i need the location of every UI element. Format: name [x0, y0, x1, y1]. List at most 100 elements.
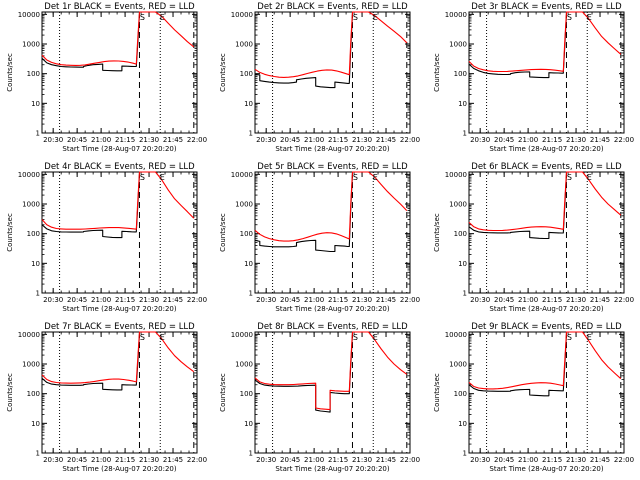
y-tick-label: 1 [36, 290, 40, 298]
x-tick-label: 22:00 [400, 296, 420, 304]
marker-e: E [373, 13, 378, 22]
y-axis-label: Counts/sec [6, 373, 14, 412]
y-tick-label: 10000 [231, 331, 253, 339]
plot-frame [254, 331, 411, 454]
y-tick-label: 1 [249, 450, 253, 458]
x-tick-label: 21:45 [376, 456, 396, 464]
x-tick-label: 20:30 [43, 136, 63, 144]
x-tick-label: 21:00 [518, 136, 538, 144]
y-axis-label: Counts/sec [219, 213, 227, 252]
plot-frame [41, 11, 198, 134]
x-tick-label: 22:00 [187, 456, 207, 464]
detector-panel: Det 5r BLACK = Events, RED = LLD 1 10 100 10… [219, 162, 420, 313]
x-axis-label: Start Time (28-Aug-07 20:20:20) [62, 465, 176, 473]
y-tick-label: 1000 [449, 201, 467, 209]
x-tick-label: 21:30 [352, 456, 372, 464]
marker-s: S [140, 173, 145, 182]
marker-e: E [160, 173, 165, 182]
x-tick-label: 21:30 [139, 136, 159, 144]
x-tick-label: 21:00 [304, 296, 324, 304]
x-tick-label: 22:00 [400, 456, 420, 464]
y-tick-label: 10000 [445, 171, 467, 179]
x-tick-label: 21:30 [352, 296, 372, 304]
x-axis-label: Start Time (28-Aug-07 20:20:20) [275, 145, 389, 153]
x-tick-label: 21:15 [328, 456, 348, 464]
y-axis-label: Counts/sec [219, 53, 227, 92]
plot-frame [468, 331, 625, 454]
y-tick-label: 10 [458, 260, 467, 268]
y-axis-label: Counts/sec [433, 373, 441, 412]
y-tick-label: 10000 [445, 11, 467, 19]
marker-s: S [353, 13, 358, 22]
x-tick-label: 20:45 [67, 296, 87, 304]
marker-e: E [160, 13, 165, 22]
marker-e: E [160, 333, 165, 342]
panel-title: Det 9r BLACK = Events, RED = LLD [471, 322, 622, 332]
series-line-events [468, 173, 568, 240]
panel-title: Det 5r BLACK = Events, RED = LLD [257, 162, 408, 172]
x-tick-label: 21:30 [566, 296, 586, 304]
plot-frame [254, 11, 411, 134]
x-tick-label: 21:00 [304, 136, 324, 144]
x-tick-label: 20:30 [470, 456, 490, 464]
series-line-events [254, 333, 354, 413]
y-tick-label: 100 [27, 390, 40, 398]
y-tick-label: 1000 [235, 361, 253, 369]
y-tick-label: 10 [31, 420, 40, 428]
marker-e: E [373, 333, 378, 342]
y-tick-label: 1000 [235, 41, 253, 49]
series-line-lld [254, 11, 408, 78]
x-tick-label: 21:00 [518, 456, 538, 464]
panel-title: Det 7r BLACK = Events, RED = LLD [44, 322, 195, 332]
y-tick-label: 100 [27, 230, 40, 238]
x-tick-label: 21:45 [376, 136, 396, 144]
x-tick-label: 22:00 [187, 296, 207, 304]
y-tick-label: 10000 [18, 331, 40, 339]
y-tick-label: 10 [244, 420, 253, 428]
detector-panel: Det 1r BLACK = Events, RED = LLD 1 10 100 10… [6, 2, 207, 153]
plot-frame [41, 331, 198, 454]
y-tick-label: 1000 [22, 201, 40, 209]
x-tick-label: 21:30 [139, 296, 159, 304]
y-axis-label: Counts/sec [219, 373, 227, 412]
series-line-lld [468, 171, 622, 232]
x-axis-label: Start Time (28-Aug-07 20:20:20) [62, 305, 176, 313]
x-tick-label: 20:30 [256, 296, 276, 304]
y-tick-label: 10 [244, 100, 253, 108]
panel-title: Det 4r BLACK = Events, RED = LLD [44, 162, 195, 172]
panel-title: Det 2r BLACK = Events, RED = LLD [257, 2, 408, 12]
x-tick-label: 21:45 [163, 296, 183, 304]
x-axis-label: Start Time (28-Aug-07 20:20:20) [489, 465, 603, 473]
x-axis-label: Start Time (28-Aug-07 20:20:20) [62, 145, 176, 153]
y-tick-label: 1 [249, 130, 253, 138]
x-tick-label: 21:45 [376, 296, 396, 304]
x-tick-label: 22:00 [614, 456, 634, 464]
y-tick-label: 100 [240, 230, 253, 238]
x-tick-label: 21:45 [590, 136, 610, 144]
y-tick-label: 1000 [22, 361, 40, 369]
x-tick-label: 22:00 [614, 296, 634, 304]
plot-frame [254, 171, 411, 294]
plot-frame [468, 171, 625, 294]
series-line-lld [468, 11, 622, 73]
y-tick-label: 10000 [231, 171, 253, 179]
x-axis-label: Start Time (28-Aug-07 20:20:20) [275, 305, 389, 313]
y-tick-label: 1 [463, 130, 467, 138]
series-line-events [254, 173, 354, 253]
detector-panel: Det 2r BLACK = Events, RED = LLD 1 10 100 10… [219, 2, 420, 153]
x-tick-label: 20:45 [280, 136, 300, 144]
marker-e: E [587, 13, 592, 22]
marker-s: S [353, 173, 358, 182]
x-tick-label: 20:30 [256, 456, 276, 464]
x-tick-label: 20:45 [67, 456, 87, 464]
x-tick-label: 22:00 [614, 136, 634, 144]
y-tick-label: 10000 [18, 171, 40, 179]
x-tick-label: 20:45 [280, 456, 300, 464]
y-tick-label: 1 [36, 450, 40, 458]
y-tick-label: 10 [458, 100, 467, 108]
x-tick-label: 20:30 [43, 456, 63, 464]
x-tick-label: 21:15 [328, 136, 348, 144]
x-tick-label: 21:15 [542, 136, 562, 144]
y-tick-label: 1 [36, 130, 40, 138]
y-tick-label: 100 [454, 70, 467, 78]
